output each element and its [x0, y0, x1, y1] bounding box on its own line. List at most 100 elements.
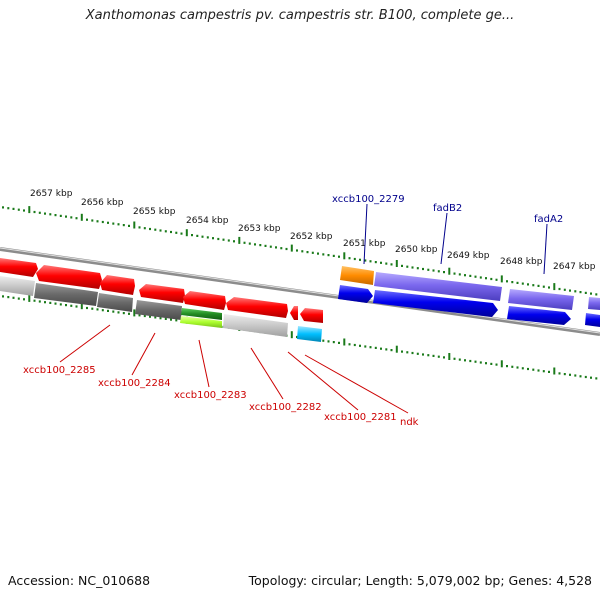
gene-red-5[interactable]	[183, 291, 226, 310]
tick-mark-top	[185, 229, 188, 237]
tick-mark-bottom	[500, 360, 503, 368]
tick-mark-top	[117, 223, 120, 226]
tick-mark-top	[280, 247, 283, 250]
tick-mark-top	[353, 257, 356, 261]
tick-mark-top	[579, 291, 582, 294]
gene-red-8[interactable]	[300, 308, 323, 323]
tick-mark-top	[453, 272, 456, 275]
gene-blue-edge[interactable]	[585, 313, 600, 327]
tick-mark-bottom	[569, 373, 571, 376]
accession-text: Accession: NC_010688	[8, 573, 151, 588]
tick-mark-top	[12, 207, 15, 210]
tick-mark-top	[180, 232, 183, 235]
gene-fadA2[interactable]	[508, 289, 574, 310]
tick-mark-bottom	[427, 354, 430, 357]
gene-blue-1[interactable]	[338, 285, 373, 303]
tick-mark-top	[86, 218, 88, 221]
tick-mark-top	[401, 264, 403, 267]
tick-mark-bottom	[579, 375, 582, 378]
tick-mark-bottom	[369, 346, 372, 349]
bottom-gene-labels: xccb100_2285 xccb100_2284 xccb100_2283 x…	[23, 324, 419, 428]
tick-mark-top	[7, 207, 10, 210]
gene-red-7[interactable]	[290, 306, 298, 320]
gene-label-xccb100-2282[interactable]: xccb100_2282	[249, 402, 322, 413]
tick-mark-bottom	[548, 370, 550, 373]
tick-mark-bottom	[374, 346, 377, 349]
tick-mark-bottom	[348, 343, 351, 346]
gene-red-2[interactable]	[36, 265, 102, 289]
tick-mark-top	[343, 252, 346, 260]
gene-label-xccb100-2281[interactable]: xccb100_2281	[324, 412, 397, 423]
tick-label: 2654 kbp	[186, 216, 229, 226]
tick-mark-bottom	[70, 304, 73, 307]
tick-mark-top	[44, 212, 46, 215]
gene-label-fadA2[interactable]: fadA2	[534, 214, 563, 225]
tick-mark-bottom	[432, 354, 435, 357]
tick-mark-bottom	[516, 366, 519, 369]
tick-mark-top	[38, 211, 41, 214]
tick-mark-bottom	[290, 331, 293, 339]
tick-mark-top	[96, 220, 99, 223]
gene-red-6[interactable]	[226, 297, 288, 318]
tick-mark-bottom	[175, 319, 178, 322]
tick-mark-top	[17, 208, 20, 211]
tick-mark-top	[395, 260, 398, 267]
tick-mark-bottom	[469, 359, 472, 363]
gene-lime[interactable]	[180, 316, 222, 328]
tick-mark-bottom	[385, 348, 388, 351]
tick-mark-top	[390, 263, 393, 266]
tick-mark-bottom	[542, 370, 545, 373]
tick-mark-bottom	[86, 306, 88, 310]
gene-darkgray-2[interactable]	[97, 293, 133, 312]
tick-mark-bottom	[532, 368, 535, 371]
gene-fadB2[interactable]	[374, 272, 502, 301]
tick-mark-top	[138, 226, 141, 229]
gene-cyan[interactable]	[297, 326, 322, 342]
tick-mark-top	[532, 284, 535, 287]
gene-darkgreen[interactable]	[181, 308, 222, 320]
tick-mark-top	[369, 260, 372, 263]
tick-mark-bottom	[411, 351, 414, 355]
map-title: Xanthomonas campestris pv. campestris st…	[85, 8, 515, 23]
gene-gray-3[interactable]	[135, 300, 182, 320]
tick-mark-top	[458, 273, 461, 276]
gene-label-xccb100-2284[interactable]: xccb100_2284	[98, 378, 171, 389]
tick-mark-top	[149, 227, 151, 231]
tick-mark-bottom	[164, 317, 167, 320]
gene-red-3[interactable]	[100, 275, 135, 295]
tick-mark-top	[416, 267, 419, 270]
gene-label-xccb100-2283[interactable]: xccb100_2283	[174, 390, 247, 401]
gene-label-ndk[interactable]: ndk	[400, 417, 419, 428]
gene-label-xccb100-2285[interactable]: xccb100_2285	[23, 365, 96, 376]
gene-blue-3[interactable]	[507, 306, 571, 325]
tick-mark-bottom	[527, 367, 529, 371]
tick-mark-bottom	[343, 338, 346, 346]
tick-label: 2651 kbp	[343, 239, 386, 249]
gene-label-fadB2[interactable]: fadB2	[433, 203, 462, 214]
tick-mark-top	[311, 251, 314, 254]
kbp-tick-labels: 2657 kbp 2656 kbp 2655 kbp 2654 kbp 2653…	[30, 189, 596, 272]
gene-lightgray-2[interactable]	[223, 314, 288, 337]
tick-mark-top	[243, 241, 246, 244]
gene-label-xccb100-2279[interactable]: xccb100_2279	[332, 194, 405, 205]
tick-mark-bottom	[154, 316, 157, 319]
tick-mark-top	[411, 266, 414, 269]
gene-red-1[interactable]	[0, 258, 38, 277]
gene-red-4[interactable]	[139, 284, 185, 303]
tick-mark-bottom	[2, 295, 4, 298]
tick-mark-top	[65, 215, 67, 218]
gene-blue-2[interactable]	[373, 290, 498, 317]
gene-lightgray-1[interactable]	[0, 276, 35, 296]
tick-mark-top	[133, 221, 136, 229]
gene-darkgray-1[interactable]	[34, 283, 98, 306]
tick-mark-top	[380, 261, 382, 264]
tick-mark-bottom	[495, 363, 498, 366]
tick-mark-bottom	[474, 360, 477, 363]
gene-orange[interactable]	[340, 266, 374, 285]
gene-lavender-edge[interactable]	[588, 297, 600, 310]
tick-label: 2657 kbp	[30, 189, 73, 199]
tick-mark-bottom	[332, 341, 335, 344]
tick-mark-top	[54, 214, 57, 217]
tick-mark-bottom	[479, 361, 482, 364]
